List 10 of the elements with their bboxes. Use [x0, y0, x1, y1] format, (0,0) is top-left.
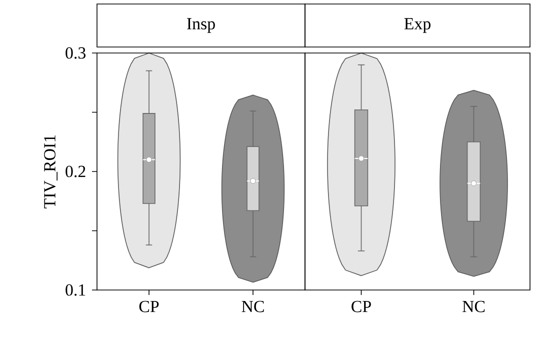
y-axis-title: TIV_ROI1 [44, 135, 58, 208]
x-tick-label: NC [242, 300, 264, 312]
chart-title: Insp [187, 18, 215, 33]
x-tick-label: CP [352, 300, 371, 312]
y-tick-label: 0.1 [66, 284, 86, 296]
chart-title: Exp [404, 18, 430, 33]
y-tick-label: 0.3 [66, 47, 86, 59]
y-tick-label: 0.2 [66, 166, 86, 178]
x-tick-label: NC [462, 300, 485, 312]
x-tick-label: CP [139, 300, 159, 312]
